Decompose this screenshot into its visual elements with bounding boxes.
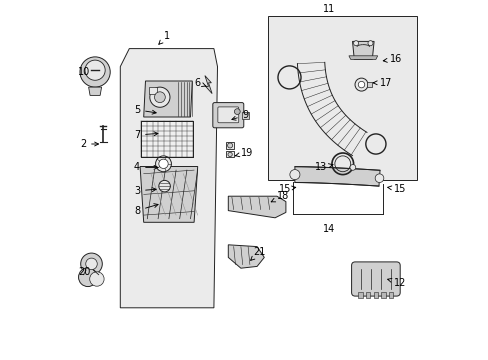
FancyBboxPatch shape <box>351 262 399 296</box>
Text: 12: 12 <box>387 278 406 288</box>
Circle shape <box>85 258 97 270</box>
Polygon shape <box>88 87 102 95</box>
Polygon shape <box>204 76 212 94</box>
Circle shape <box>89 272 104 286</box>
Polygon shape <box>294 167 379 186</box>
Bar <box>149 87 157 94</box>
Text: 8: 8 <box>134 204 158 216</box>
Polygon shape <box>140 166 197 222</box>
Text: 20: 20 <box>78 267 90 277</box>
Text: 17: 17 <box>372 78 391 88</box>
FancyBboxPatch shape <box>218 107 238 123</box>
Polygon shape <box>120 49 217 308</box>
Circle shape <box>227 143 232 148</box>
Polygon shape <box>228 196 285 218</box>
Bar <box>267 16 416 180</box>
Text: 10: 10 <box>78 67 90 77</box>
Text: 21: 21 <box>250 247 265 260</box>
Circle shape <box>154 92 165 103</box>
Text: 14: 14 <box>322 224 335 234</box>
FancyBboxPatch shape <box>212 103 244 128</box>
Bar <box>366 82 371 87</box>
Text: 6: 6 <box>194 78 205 88</box>
Circle shape <box>374 174 383 183</box>
Bar <box>225 142 234 149</box>
Text: 16: 16 <box>383 54 402 64</box>
Text: 19: 19 <box>235 148 253 158</box>
Circle shape <box>227 152 232 157</box>
Circle shape <box>289 170 299 180</box>
Text: 11: 11 <box>322 4 335 14</box>
Polygon shape <box>352 41 373 59</box>
Bar <box>225 151 234 157</box>
Bar <box>366 292 369 297</box>
Circle shape <box>159 159 168 168</box>
Text: 9: 9 <box>231 110 248 120</box>
Bar <box>358 292 362 297</box>
Text: 1: 1 <box>159 31 170 44</box>
Circle shape <box>358 81 364 88</box>
Bar <box>242 112 249 119</box>
Circle shape <box>85 60 105 80</box>
Circle shape <box>349 165 355 170</box>
Text: 15: 15 <box>278 184 295 194</box>
Text: 3: 3 <box>134 186 156 196</box>
Text: 2: 2 <box>80 139 98 149</box>
Circle shape <box>80 57 110 87</box>
Circle shape <box>234 109 240 114</box>
Text: 13: 13 <box>314 162 332 172</box>
Text: 18: 18 <box>271 191 288 202</box>
Circle shape <box>367 41 372 46</box>
Circle shape <box>149 87 170 107</box>
Bar <box>381 292 385 297</box>
Circle shape <box>155 156 171 172</box>
Circle shape <box>353 41 358 46</box>
Circle shape <box>159 180 170 192</box>
Circle shape <box>354 78 367 91</box>
Circle shape <box>81 253 102 275</box>
Text: 7: 7 <box>134 130 158 140</box>
Bar <box>388 292 392 297</box>
Bar <box>141 121 193 157</box>
Bar <box>141 121 193 157</box>
Text: 5: 5 <box>134 105 156 115</box>
Circle shape <box>79 268 97 287</box>
Text: 4: 4 <box>134 162 158 172</box>
Polygon shape <box>348 56 377 59</box>
Polygon shape <box>228 245 264 268</box>
Polygon shape <box>143 81 192 117</box>
Text: 15: 15 <box>387 184 406 194</box>
Bar <box>373 292 377 297</box>
